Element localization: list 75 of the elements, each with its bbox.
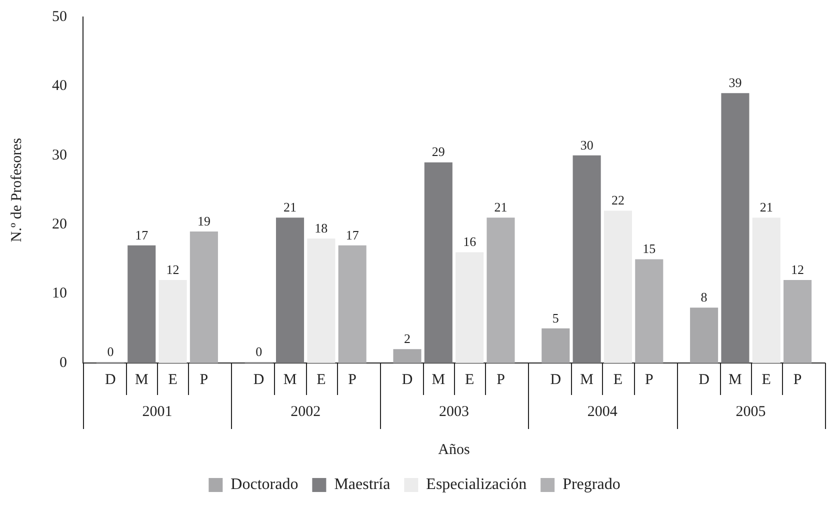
- text: M: [432, 372, 446, 388]
- data-label: 0: [107, 344, 114, 359]
- y-tick-label: 30: [52, 147, 67, 164]
- y-tick-label: 10: [52, 286, 67, 302]
- data-label: 12: [791, 262, 804, 277]
- bar: [604, 210, 632, 363]
- bar: [690, 308, 718, 363]
- data-label: 16: [463, 234, 477, 250]
- text: D: [698, 372, 710, 388]
- text: P: [793, 372, 802, 388]
- x-axis-title: Años: [438, 442, 470, 458]
- y-tick-label: 40: [52, 78, 67, 94]
- x-tick-label: 2003: [439, 404, 469, 420]
- text: M: [134, 372, 148, 388]
- y-tick-label: 50: [52, 8, 67, 25]
- text: M: [283, 372, 297, 388]
- y-tick-label: 0: [60, 354, 67, 371]
- text: P: [348, 372, 357, 388]
- text: M: [728, 372, 742, 388]
- legend-label: Doctorado: [230, 476, 298, 494]
- text: D: [550, 372, 562, 388]
- data-label: 5: [552, 310, 559, 326]
- bar: [190, 232, 218, 363]
- bar: [635, 259, 664, 363]
- bar: [721, 93, 750, 363]
- data-label: 39: [728, 75, 742, 90]
- bar: [572, 155, 601, 363]
- data-label: 8: [700, 290, 708, 305]
- data-label: 0: [256, 344, 262, 359]
- data-label: 18: [314, 220, 328, 236]
- data-label: 17: [346, 227, 360, 242]
- data-label: 17: [135, 227, 149, 242]
- data-label: 15: [642, 241, 656, 256]
- data-label: 22: [611, 192, 624, 208]
- data-label: 19: [197, 213, 210, 228]
- text: P: [644, 372, 654, 388]
- text: D: [402, 372, 413, 388]
- bar: [424, 162, 452, 363]
- bar: [393, 349, 422, 363]
- bar: [486, 218, 515, 363]
- x-tick-label: 2002: [290, 404, 321, 420]
- y-axis-title: N.º de Profesores: [8, 138, 25, 242]
- text: E: [168, 372, 178, 388]
- legend-label: Especialización: [426, 476, 527, 494]
- data-label: 29: [432, 144, 445, 160]
- text: E: [613, 372, 623, 388]
- data-label: 21: [494, 200, 508, 215]
- data-label: 12: [166, 262, 180, 277]
- data-label: 21: [284, 200, 297, 215]
- bar: [752, 218, 780, 363]
- data-label: 21: [760, 200, 773, 215]
- text: E: [316, 372, 326, 388]
- x-tick-label: 2005: [736, 404, 766, 420]
- legend-label: Maestría: [334, 476, 390, 494]
- text: D: [253, 372, 264, 388]
- x-tick-label: 2001: [142, 404, 172, 420]
- text: D: [105, 372, 116, 388]
- data-label: 30: [580, 137, 594, 152]
- bar: [784, 280, 812, 363]
- bar: [128, 245, 156, 363]
- data-label: 2: [404, 331, 411, 346]
- bar: [276, 218, 304, 363]
- text: P: [200, 372, 208, 388]
- bar: [456, 252, 484, 363]
- bar: [307, 238, 336, 363]
- bar: [338, 245, 366, 363]
- text: E: [762, 372, 771, 388]
- bar: [542, 328, 570, 363]
- bar: [158, 280, 187, 363]
- text: E: [464, 372, 474, 388]
- x-tick-label: 2004: [587, 404, 618, 420]
- legend-label: Pregrado: [562, 476, 620, 494]
- text: M: [580, 372, 594, 388]
- text: P: [496, 372, 505, 388]
- y-tick-label: 20: [52, 216, 67, 233]
